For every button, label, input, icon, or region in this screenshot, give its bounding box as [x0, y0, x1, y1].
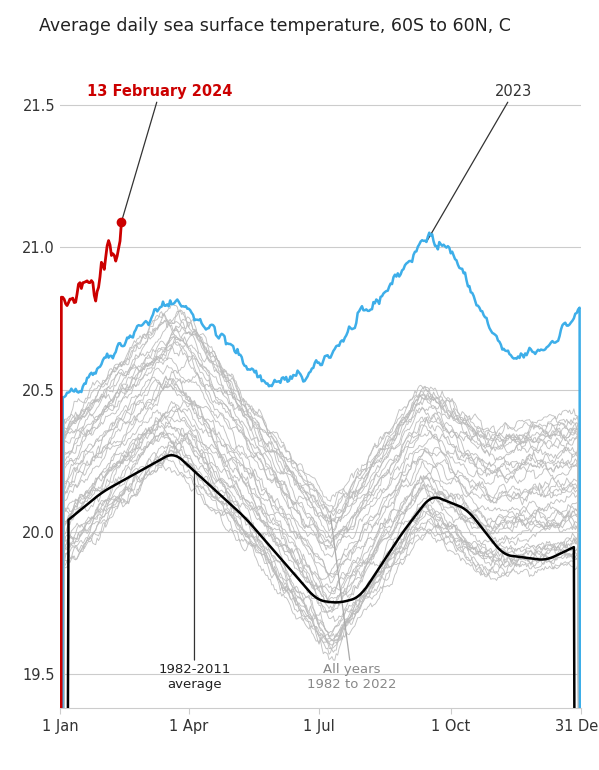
Text: Average daily sea surface temperature, 60S to 60N, C: Average daily sea surface temperature, 6… — [39, 17, 511, 35]
Text: All years
1982 to 2022: All years 1982 to 2022 — [307, 516, 397, 691]
Text: 13 February 2024: 13 February 2024 — [87, 85, 232, 222]
Text: 2023: 2023 — [426, 85, 533, 242]
Text: 1982-2011
average: 1982-2011 average — [158, 471, 231, 691]
